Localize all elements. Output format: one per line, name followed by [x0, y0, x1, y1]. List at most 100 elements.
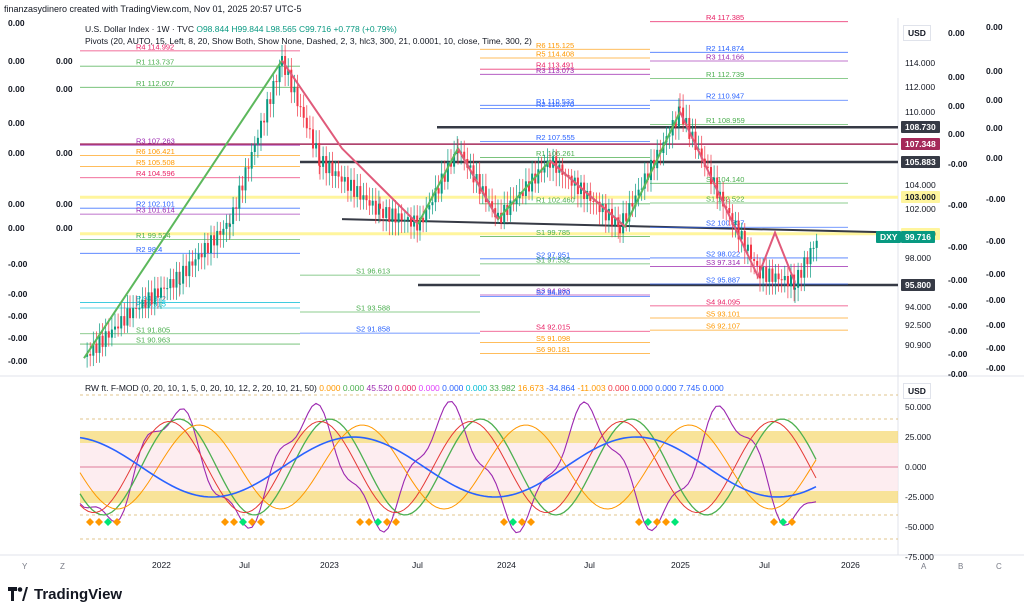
candle-body: [469, 165, 472, 168]
candle-body: [617, 217, 620, 228]
right-column-value: -0.00: [948, 301, 968, 311]
time-axis-label: 2022: [152, 560, 171, 570]
oscillator-orange-line: [79, 424, 817, 510]
pivot-label: S1 90.963: [136, 336, 170, 345]
price-tag: 103.000: [901, 191, 940, 204]
candle-body: [379, 203, 381, 209]
pivot-label: S6 92.107: [706, 322, 740, 331]
candle-body: [197, 253, 200, 260]
candle-body: [592, 200, 595, 202]
candle-body: [356, 186, 359, 197]
candle-body: [150, 292, 153, 305]
candle-body: [343, 177, 346, 182]
candle-body: [178, 271, 181, 285]
left-column-value-2: 0.00: [56, 84, 73, 94]
low-value: L98.565: [265, 24, 297, 34]
symbol-info: U.S. Dollar Index · 1W · TVC O98.844 H99…: [85, 24, 397, 34]
candle-body: [293, 86, 296, 93]
candle-body: [625, 213, 628, 222]
candle-body: [95, 343, 98, 353]
candle-body: [250, 151, 253, 169]
corner-label-y[interactable]: Y: [22, 562, 28, 571]
pivot-label: R2 110.270: [536, 100, 574, 109]
candle-body: [235, 207, 238, 209]
candle-body: [815, 240, 818, 248]
candle-body: [179, 283, 181, 285]
right-column-value-2: -0.00: [986, 343, 1006, 353]
candle-body: [213, 235, 216, 246]
signal-diamond: [788, 518, 796, 526]
candle-body: [521, 192, 524, 197]
indicator-header[interactable]: RW ft. F-MOD (0, 20, 10, 1, 5, 0, 20, 10…: [85, 383, 724, 393]
indicator-value: 16.673: [515, 383, 544, 393]
right-column-value: -0.00: [948, 349, 968, 359]
tradingview-logo: TradingView: [8, 586, 122, 603]
corner-label-b[interactable]: B: [958, 562, 964, 571]
corner-label-a[interactable]: A: [921, 562, 927, 571]
pivot-label: S1 102.522: [706, 195, 744, 204]
candle-body: [101, 335, 104, 347]
indicator-value: 45.520: [364, 383, 393, 393]
candle-body: [440, 173, 443, 194]
currency-label[interactable]: USD: [903, 25, 931, 41]
candle-body: [797, 269, 800, 288]
zigzag-swing-line: [417, 111, 681, 229]
indicator-value: 7.745: [676, 383, 701, 393]
pivot-label: S6 90.181: [536, 345, 570, 354]
time-axis-label: Jul: [584, 560, 595, 570]
price-tag: 107.348: [901, 138, 940, 151]
left-column-value: -0.00: [8, 259, 28, 269]
time-axis-label: Jul: [759, 560, 770, 570]
pivot-label: S1 104.140: [706, 175, 744, 184]
pivot-label: S2 97.951: [536, 250, 570, 259]
corner-label-c[interactable]: C: [996, 562, 1002, 571]
candle-body: [166, 288, 169, 290]
corner-label-z[interactable]: Z: [60, 562, 65, 571]
candle-body: [86, 354, 89, 357]
pivot-label: S5 91.098: [536, 334, 570, 343]
candle-body: [147, 292, 150, 308]
zigzag-down-line-4: [679, 111, 796, 283]
left-column-value: 0.00: [8, 223, 25, 233]
right-column-value: -0.00: [948, 159, 968, 169]
candle-body: [780, 279, 783, 281]
candle-body: [350, 179, 352, 191]
signal-diamond: [653, 518, 661, 526]
pivot-label: S2 100.537: [706, 219, 744, 228]
candle-body: [446, 162, 449, 182]
candle-body: [325, 156, 328, 174]
signal-diamond: [356, 518, 364, 526]
candle-body: [191, 261, 194, 266]
candle-body: [598, 201, 601, 213]
candle-body: [241, 185, 244, 191]
candle-body: [419, 217, 421, 231]
pivot-label: R4 113.491: [536, 61, 574, 70]
pivots-indicator-line[interactable]: Pivots (20, AUTO, 15, Left, 8, 20, Show …: [85, 36, 532, 46]
pivot-label: R3 107.263: [136, 137, 175, 146]
candle-body: [160, 287, 162, 298]
right-column-value-2: 0.00: [986, 123, 1003, 133]
left-column-value: -0.00: [8, 289, 28, 299]
pivot-label: S1 97.532: [536, 255, 570, 264]
candle-body: [172, 279, 175, 288]
candle-body: [700, 148, 703, 159]
candle-body: [368, 200, 371, 206]
candle-body: [679, 106, 681, 108]
right-column-value: -0.00: [948, 275, 968, 285]
candle-body: [334, 171, 337, 176]
pivot-label: S2 94.870: [536, 288, 570, 297]
candle-body: [713, 177, 716, 185]
candle-body: [555, 156, 558, 173]
candle-body: [377, 203, 380, 215]
signal-diamond: [635, 518, 643, 526]
signal-diamond: [221, 518, 229, 526]
candle-body: [549, 160, 551, 168]
indicator-currency-label[interactable]: USD: [903, 383, 931, 399]
indicator-value: 0.000: [416, 383, 440, 393]
candle-body: [463, 151, 466, 159]
indicator-value: 0.000: [605, 383, 630, 393]
candle-body: [734, 220, 737, 225]
candle-body: [611, 208, 613, 226]
candle-body: [138, 308, 141, 310]
